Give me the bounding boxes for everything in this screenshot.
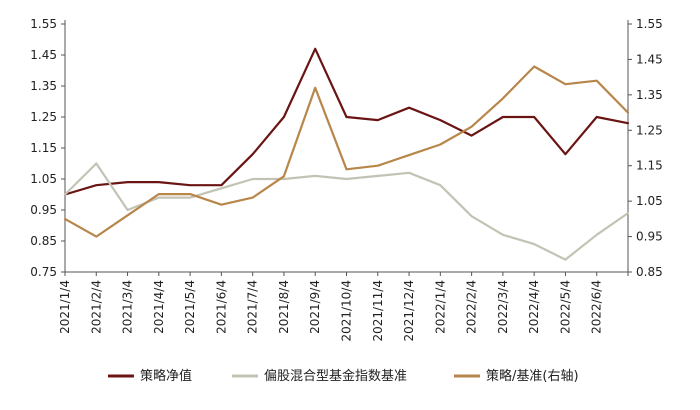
x-tick-label: 2022/2/4 xyxy=(465,280,479,334)
y-left-tick-label: 1.15 xyxy=(30,141,57,155)
axes xyxy=(64,20,629,273)
x-tick-label: 2021/3/4 xyxy=(121,280,135,334)
x-tick-label: 2021/7/4 xyxy=(246,280,260,334)
y-right-tick-label: 1.35 xyxy=(636,88,663,102)
y-left-tick-label: 0.95 xyxy=(30,203,57,217)
y-right-tick-label: 0.85 xyxy=(636,265,663,279)
x-tick-label: 2021/1/4 xyxy=(58,280,72,334)
legend-label-1: 偏股混合型基金指数基准 xyxy=(264,368,407,384)
x-tick-label: 2022/4/4 xyxy=(527,280,541,334)
legend-label-0: 策略净值 xyxy=(140,368,192,384)
y-left-tick-label: 1.05 xyxy=(30,172,57,186)
x-tick-label: 2021/6/4 xyxy=(214,280,228,334)
y-left-tick-label: 1.35 xyxy=(30,79,57,93)
x-tick-label: 2021/10/4 xyxy=(340,280,354,342)
x-tick-label: 2021/8/4 xyxy=(277,280,291,334)
y-left-tick-label: 0.75 xyxy=(30,265,57,279)
legend-label-2: 策略/基准(右轴) xyxy=(486,368,579,384)
y-right-tick-label: 1.55 xyxy=(636,17,663,31)
x-tick-label: 2021/9/4 xyxy=(308,280,322,334)
series-line-0 xyxy=(63,47,630,196)
y-right-tick-label: 1.05 xyxy=(636,194,663,208)
x-tick-label: 2022/5/4 xyxy=(558,280,572,334)
y-left-tick-label: 1.45 xyxy=(30,48,57,62)
x-tick-label: 2021/5/4 xyxy=(183,280,197,334)
legend: 策略净值 偏股混合型基金指数基准 策略/基准(右轴) xyxy=(108,368,579,384)
x-tick-label: 2021/4/4 xyxy=(152,280,166,334)
y-left-tick-label: 1.55 xyxy=(30,17,57,31)
y-right-tick-label: 1.45 xyxy=(636,52,663,66)
y-left-tick-label: 1.25 xyxy=(30,110,57,124)
x-tick-label: 2021/12/4 xyxy=(402,280,416,342)
x-tick-label: 2021/2/4 xyxy=(89,280,103,334)
y-right-tick-label: 0.95 xyxy=(636,230,663,244)
y-right-tick-label: 1.15 xyxy=(636,159,663,173)
x-tick-label: 2022/6/4 xyxy=(590,280,604,334)
series-line-2 xyxy=(63,65,630,238)
ticks-layer: 0.75 0.85 0.95 1.05 1.15 1.25 1.35 1.45 1.55 0.85… xyxy=(30,17,662,342)
y-left-tick-label: 0.85 xyxy=(30,234,57,248)
series-layer xyxy=(63,47,630,261)
series-line-1 xyxy=(63,162,630,261)
x-tick-label: 2021/11/4 xyxy=(371,280,385,342)
x-tick-label: 2022/3/4 xyxy=(496,280,510,334)
y-right-tick-label: 1.25 xyxy=(636,123,663,137)
x-tick-label: 2022/1/4 xyxy=(433,280,447,334)
